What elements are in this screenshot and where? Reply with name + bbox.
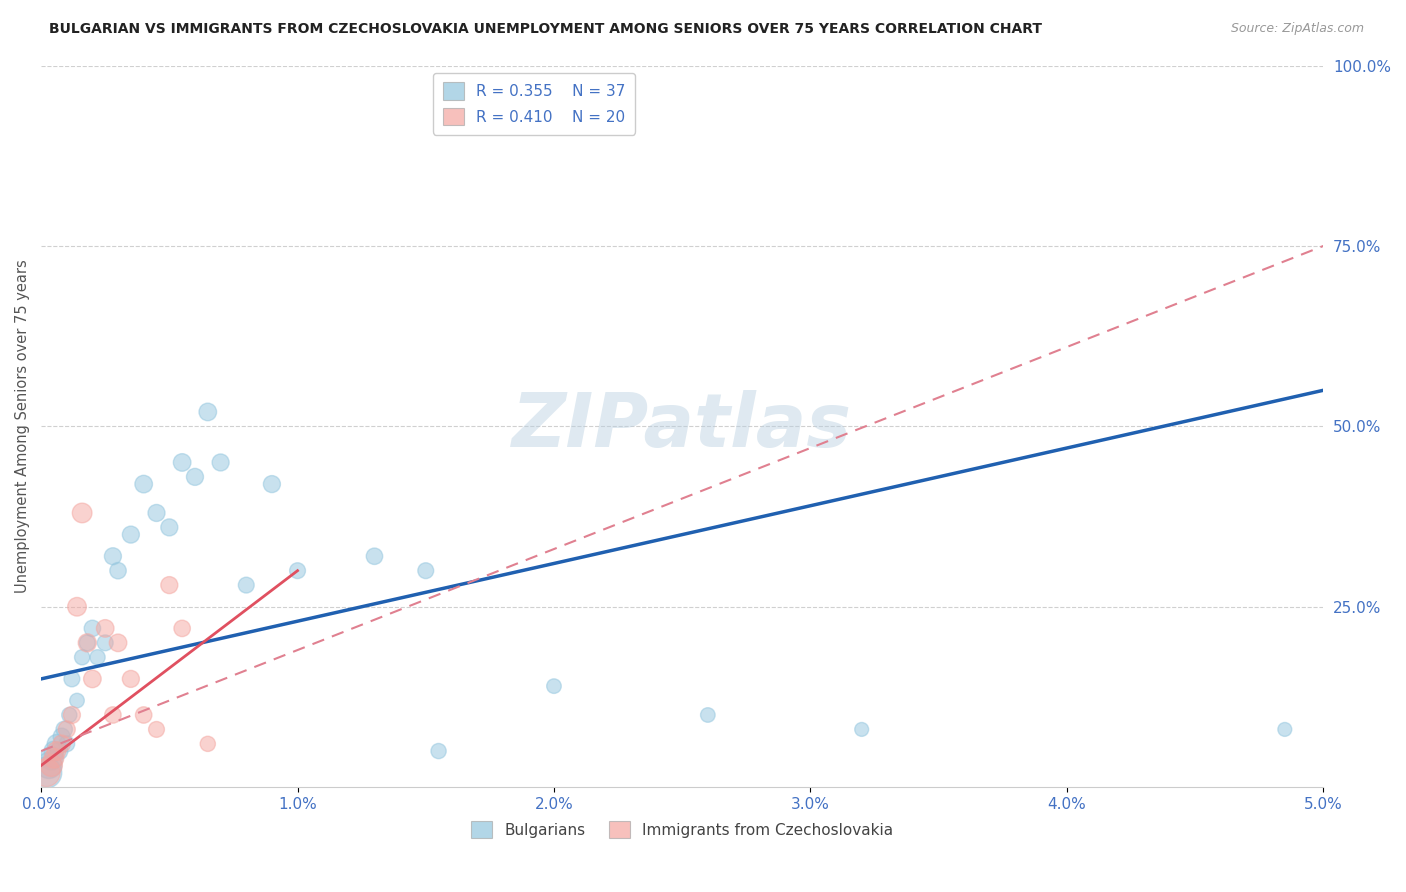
Point <box>107 564 129 578</box>
Point <box>70 506 93 520</box>
Point <box>696 708 718 723</box>
Point <box>197 737 219 751</box>
Point <box>287 564 309 578</box>
Point <box>157 520 180 534</box>
Point <box>427 744 450 758</box>
Point <box>1274 723 1296 737</box>
Point <box>145 506 167 520</box>
Point <box>132 477 155 491</box>
Point <box>66 599 89 614</box>
Point <box>60 672 83 686</box>
Point <box>415 564 437 578</box>
Point <box>35 765 58 780</box>
Point <box>35 765 58 780</box>
Point <box>94 636 117 650</box>
Point <box>197 405 219 419</box>
Point <box>76 636 98 650</box>
Point <box>58 708 80 723</box>
Legend: Bulgarians, Immigrants from Czechoslovakia: Bulgarians, Immigrants from Czechoslovak… <box>465 814 900 845</box>
Point <box>82 672 104 686</box>
Point <box>260 477 283 491</box>
Point <box>120 527 142 541</box>
Point <box>101 549 124 564</box>
Point <box>209 455 232 469</box>
Point <box>45 744 67 758</box>
Point <box>363 549 385 564</box>
Point <box>53 723 76 737</box>
Point <box>38 758 60 772</box>
Text: Source: ZipAtlas.com: Source: ZipAtlas.com <box>1230 22 1364 36</box>
Text: ZIPatlas: ZIPatlas <box>512 390 852 463</box>
Point <box>76 636 98 650</box>
Point <box>55 723 77 737</box>
Point <box>120 672 142 686</box>
Point <box>184 470 207 484</box>
Point <box>107 636 129 650</box>
Text: BULGARIAN VS IMMIGRANTS FROM CZECHOSLOVAKIA UNEMPLOYMENT AMONG SENIORS OVER 75 Y: BULGARIAN VS IMMIGRANTS FROM CZECHOSLOVA… <box>49 22 1042 37</box>
Point <box>145 723 167 737</box>
Point <box>543 679 565 693</box>
Point <box>42 744 65 758</box>
Point <box>94 621 117 635</box>
Point <box>851 723 873 737</box>
Y-axis label: Unemployment Among Seniors over 75 years: Unemployment Among Seniors over 75 years <box>15 260 30 593</box>
Point <box>48 744 70 758</box>
Point <box>172 455 194 469</box>
Point <box>157 578 180 592</box>
Point <box>41 751 63 765</box>
Point <box>86 650 108 665</box>
Point <box>132 708 155 723</box>
Point <box>60 708 83 723</box>
Point <box>45 737 67 751</box>
Point <box>70 650 93 665</box>
Point <box>66 693 89 707</box>
Point <box>55 737 77 751</box>
Point <box>51 737 73 751</box>
Point <box>101 708 124 723</box>
Point <box>51 730 73 744</box>
Point <box>235 578 257 592</box>
Point <box>172 621 194 635</box>
Point <box>82 621 104 635</box>
Point <box>41 758 63 772</box>
Point <box>42 751 65 765</box>
